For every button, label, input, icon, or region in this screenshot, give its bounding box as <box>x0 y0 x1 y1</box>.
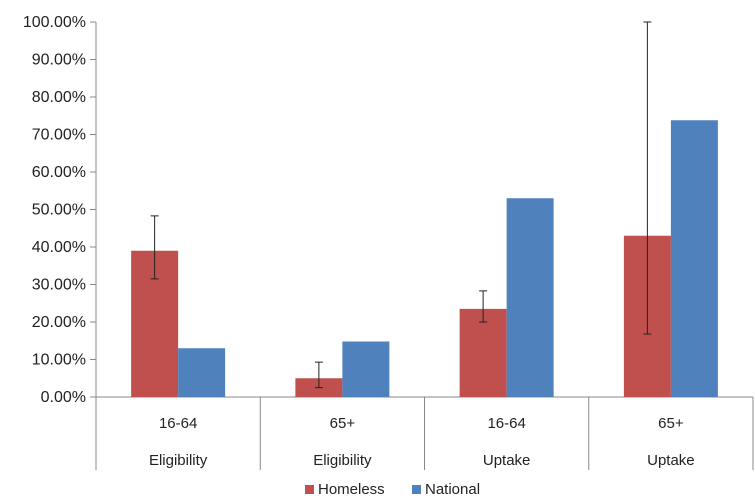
legend-label-homeless: Homeless <box>318 481 385 498</box>
y-tick-label: 40.00% <box>32 239 86 256</box>
y-tick-label: 20.00% <box>32 314 86 331</box>
y-tick-label: 60.00% <box>32 164 86 181</box>
category-group-label: Uptake <box>483 452 531 469</box>
bar-homeless-2 <box>459 308 507 397</box>
bar-national-2 <box>506 198 554 397</box>
bar-national-1 <box>342 341 390 397</box>
category-group-label: Eligibility <box>149 452 208 469</box>
y-tick-label: 0.00% <box>41 389 86 406</box>
y-tick-label: 100.00% <box>23 14 86 31</box>
category-sub-label: 16-64 <box>487 415 525 432</box>
category-sub-label: 16-64 <box>159 415 197 432</box>
y-tick-label: 50.00% <box>32 202 86 219</box>
y-tick-label: 30.00% <box>32 277 86 294</box>
bar-national-0 <box>178 348 226 397</box>
category-sub-label: 65+ <box>658 415 684 432</box>
category-group-label: Uptake <box>647 452 695 469</box>
category-sub-label: 65+ <box>330 415 356 432</box>
category-group-label: Eligibility <box>313 452 372 469</box>
bar-national-3 <box>670 120 718 397</box>
y-tick-label: 90.00% <box>32 52 86 69</box>
y-tick-label: 80.00% <box>32 89 86 106</box>
legend-swatch-national <box>412 485 421 494</box>
y-tick-label: 70.00% <box>32 127 86 144</box>
y-tick-label: 10.00% <box>32 352 86 369</box>
legend-swatch-homeless <box>305 485 314 494</box>
legend-label-national: National <box>425 481 480 498</box>
